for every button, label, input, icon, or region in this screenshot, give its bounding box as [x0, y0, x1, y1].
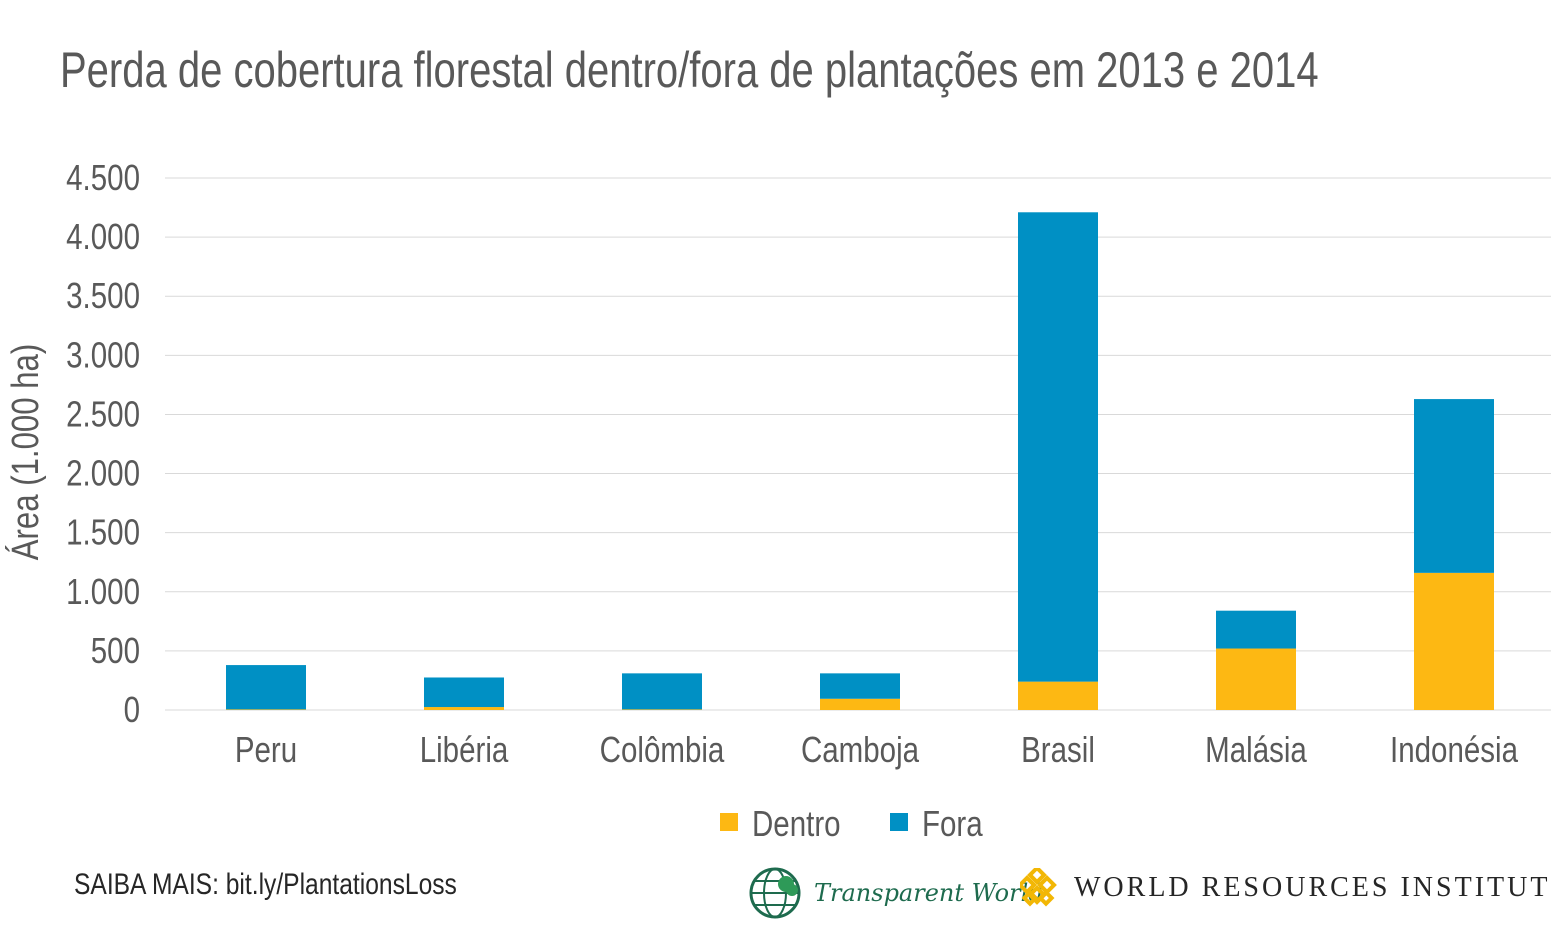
x-tick-label: Peru	[235, 729, 297, 769]
legend-swatch-fora	[890, 813, 908, 831]
bar-fora-1	[424, 677, 504, 708]
legend-swatch-dentro	[720, 813, 738, 831]
y-tick-label: 500	[91, 630, 140, 670]
wri-logo: WORLD RESOURCES INSTITUTE	[1020, 868, 1551, 908]
x-tick-label: Camboja	[801, 729, 920, 769]
bar-dentro-5	[1216, 648, 1296, 710]
globe-icon	[749, 867, 801, 919]
wri-knot-icon	[1020, 868, 1057, 907]
bar-dentro-1	[424, 707, 504, 710]
transparent-world-text: Transparent World	[814, 879, 1044, 907]
y-tick-label: 3.000	[66, 335, 140, 375]
x-tick-label: Indonésia	[1390, 729, 1519, 769]
bar-dentro-0	[226, 709, 306, 710]
bar-fora-5	[1216, 610, 1296, 649]
bars	[226, 212, 1494, 710]
bar-fora-3	[820, 673, 900, 699]
chart-title: Perda de cobertura florestal dentro/fora…	[60, 42, 1319, 98]
x-axis-labels: Peru Libéria Colômbia Camboja Brasil Malásia I…	[235, 729, 1519, 769]
y-tick-label: 2.500	[66, 394, 140, 434]
bar-dentro-3	[820, 698, 900, 710]
y-tick-label: 2.000	[66, 453, 140, 493]
x-tick-label: Brasil	[1021, 729, 1095, 769]
x-tick-label: Libéria	[420, 729, 509, 769]
bar-dentro-6	[1414, 572, 1494, 710]
y-tick-label: 0	[124, 689, 140, 729]
bar-fora-2	[622, 673, 702, 710]
y-tick-label: 3.500	[66, 275, 140, 315]
legend-label-fora: Fora	[922, 803, 983, 843]
legend: Dentro Fora	[720, 803, 983, 844]
y-tick-label: 1.500	[66, 512, 140, 552]
bar-dentro-2	[622, 709, 702, 710]
stacked-bar-chart: 0 500 1.000 1.500 2.000 2.500 3.000 3.500 4.000 4…	[4, 157, 1551, 844]
bar-fora-6	[1414, 399, 1494, 573]
y-axis-ticks: 0 500 1.000 1.500 2.000 2.500 3.000 3.500 4.000 4…	[66, 157, 140, 729]
grid-layer	[165, 177, 1551, 711]
legend-label-dentro: Dentro	[752, 803, 841, 843]
y-tick-label: 4.500	[66, 157, 140, 197]
y-tick-label: 4.000	[66, 216, 140, 256]
y-tick-label: 1.000	[66, 571, 140, 611]
x-tick-label: Malásia	[1205, 729, 1307, 769]
wri-text: WORLD RESOURCES INSTITUTE	[1074, 872, 1551, 903]
bar-fora-0	[226, 665, 306, 710]
bar-dentro-4	[1018, 681, 1098, 710]
bar-fora-4	[1018, 212, 1098, 682]
y-axis-title: Área (1.000 ha)	[4, 344, 47, 560]
transparent-world-logo: Transparent World	[748, 866, 1044, 920]
source-note[interactable]: SAIBA MAIS: bit.ly/PlantationsLoss	[74, 868, 457, 901]
x-tick-label: Colômbia	[600, 729, 725, 769]
